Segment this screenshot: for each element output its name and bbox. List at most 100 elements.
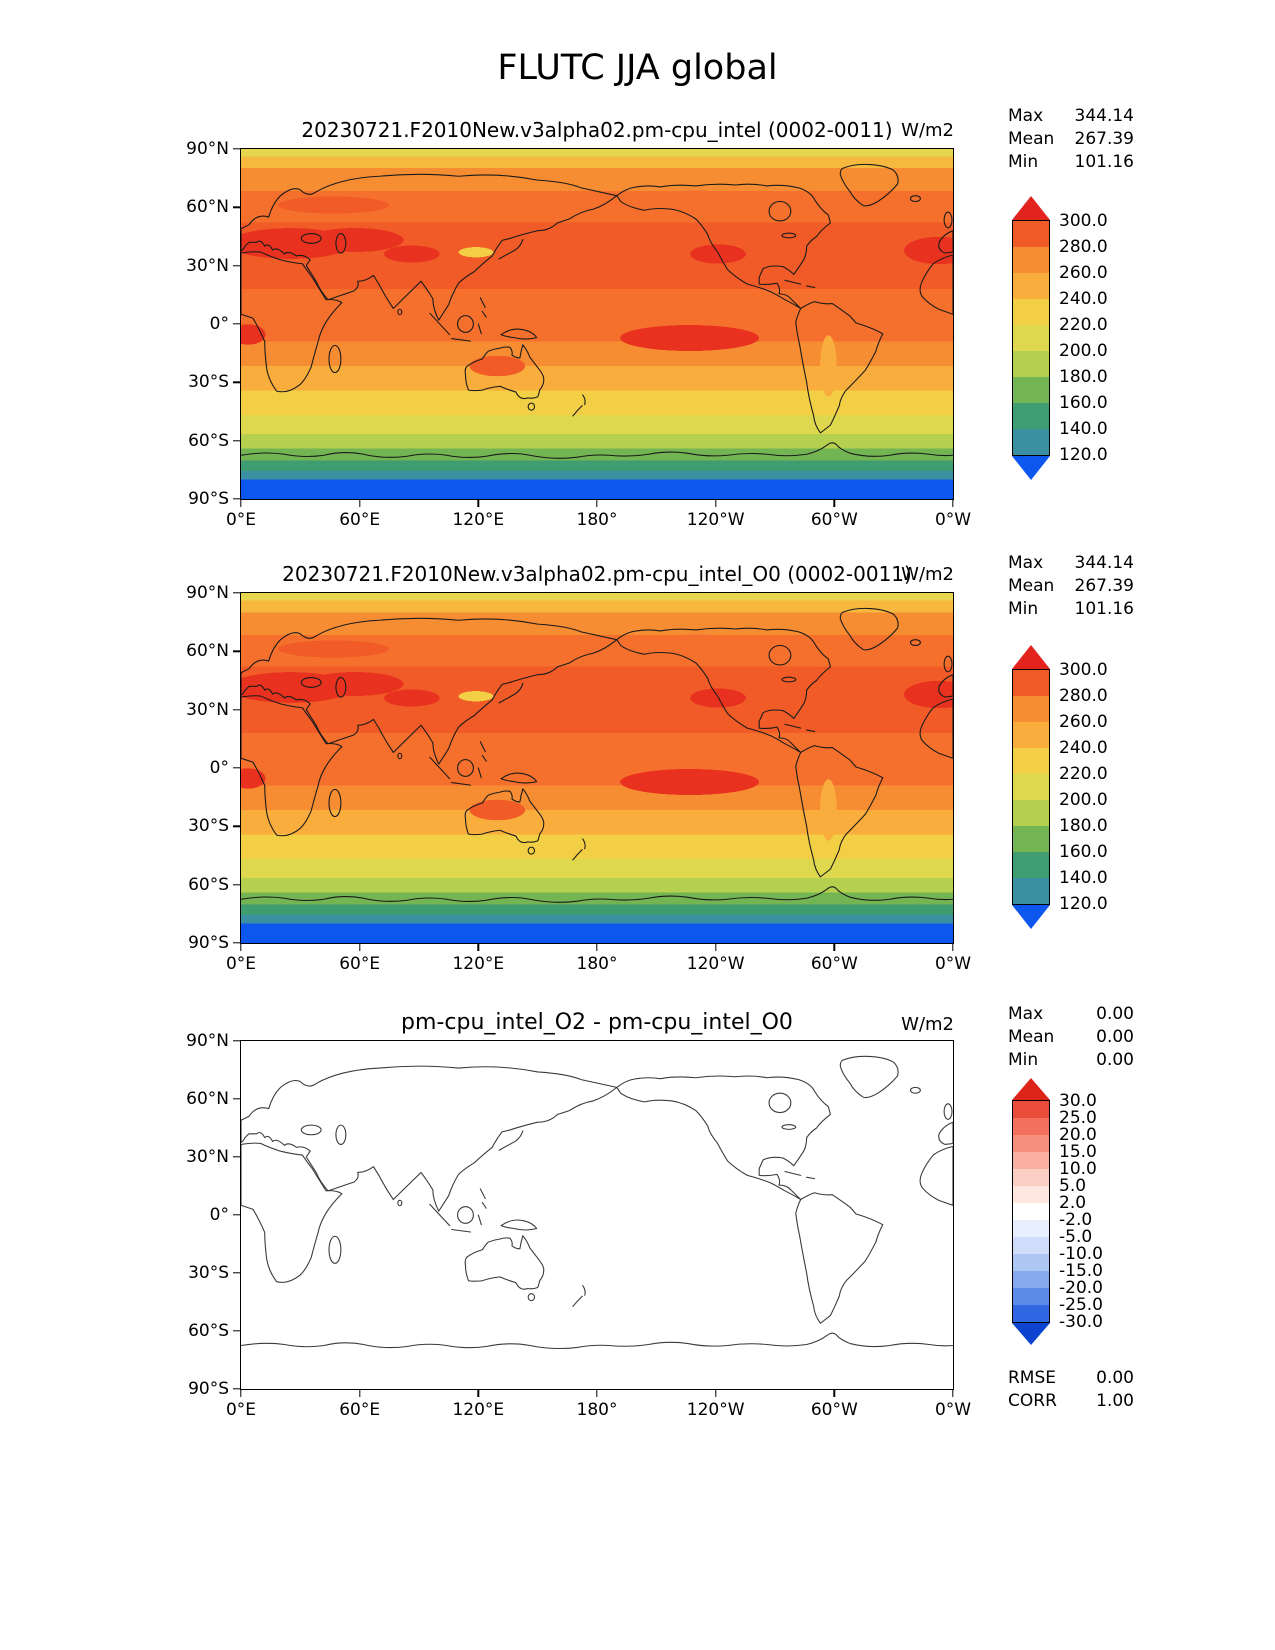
panel3-stat-mean: Mean 0.00 [1008,1027,1134,1047]
colorbar-tick-label: 160.0 [1059,393,1108,413]
panel1-stat-mean: Mean 267.39 [1008,129,1134,149]
stat-label: Max [1008,1004,1044,1024]
coastlines [241,163,953,459]
lat-tick-label: 60°N [186,641,229,662]
lon-tick-label: 0°E [225,510,257,530]
panel3-stat-max: Max 0.00 [1008,1004,1134,1024]
lon-tick-label: 0°W [934,510,972,530]
lat-tick-label: 90°S [188,489,229,509]
colorbar-segment [1013,351,1049,377]
lon-tick-mark [358,1390,361,1397]
colorbar-tick-label: 30.0 [1059,1091,1097,1111]
colorbar-segment [1013,1220,1049,1237]
lon-tick-label: 60°E [339,510,381,530]
panel2-stat-max: Max 344.14 [1008,553,1134,573]
panel3-title: pm-cpu_intel_O2 - pm-cpu_intel_O0 [401,1010,793,1035]
lon-tick-mark [714,1390,717,1397]
lat-tick-mark [233,1388,240,1390]
lat-tick-mark [233,1098,240,1100]
lon-tick-mark [952,944,954,951]
lat-tick-label: 60°S [188,1321,229,1341]
colorbar-segment [1013,403,1049,429]
coastlines [241,1055,953,1350]
colorbar-segment [1013,377,1049,403]
panel2-stat-mean: Mean 267.39 [1008,576,1134,596]
colorbar-panel2: 300.0 280.0 260.0 240.0 220.0 200.0 180.0 160.0… [1012,645,1108,929]
colorbar-tick-label: 180.0 [1059,816,1108,836]
colorbar-segment [1013,774,1049,800]
panel1-stat-min: Min 101.16 [1008,152,1134,172]
lon-tick-mark [596,500,598,507]
colorbar-tick-label: -10.0 [1059,1244,1103,1264]
colorbar-segment [1013,722,1049,748]
lat-tick-mark [233,650,240,653]
colorbar-tick-label: 10.0 [1059,1159,1097,1179]
colorbar-segment [1013,1118,1049,1135]
lon-tick-mark [477,944,480,951]
stat-label: Max [1008,553,1044,573]
lon-tick-label: 120°W [686,954,745,974]
colorbar-tick-label: -5.0 [1059,1227,1093,1247]
colorbar-segment [1013,273,1049,299]
panel1-stat-max: Max 344.14 [1008,106,1134,126]
lat-tick-label: 60°N [186,197,229,218]
colorbar-segment [1013,696,1049,722]
lat-tick-mark [233,1156,240,1158]
stat-value: 344.14 [1074,106,1134,126]
colorbar-body [1012,669,1050,905]
lon-tick-label: 0°W [934,954,972,974]
lat-tick-label: 30°S [188,816,229,837]
panel1-units: W/m2 [901,120,954,141]
lon-tick-mark [714,944,717,951]
colorbar-body [1012,220,1050,456]
lon-tick-mark [714,500,717,507]
lon-tick-label: 120°E [452,510,505,530]
stat-value: 344.14 [1074,553,1134,573]
stat-value: 267.39 [1074,576,1134,596]
stat-value: 101.16 [1074,152,1134,172]
lat-tick-label: 30°N [186,699,229,720]
lat-tick-mark [233,264,240,267]
stat-label: Min [1008,599,1039,619]
colorbar-segment [1013,670,1049,696]
colorbar-tick-label: 140.0 [1059,419,1108,439]
colorbar-segment [1013,221,1049,247]
map-panel1: 90°N 60°N 30°N 0° 30°S 60°S 90°S 0°E 60°E 120°E 18… [186,139,971,530]
stat-value: 0.00 [1096,1050,1134,1070]
stat-label: Max [1008,106,1044,126]
stat-value: 0.00 [1096,1004,1134,1024]
lat-tick-mark [233,708,240,711]
lon-tick-mark [240,1390,242,1397]
colorbar-tick-label: 5.0 [1059,1176,1087,1196]
lat-tick-mark [233,323,240,325]
colorbar-tick-label: 160.0 [1059,842,1108,862]
colorbar-segment [1013,1271,1049,1288]
colorbar-tick-label: 120.0 [1059,445,1108,465]
colorbar-tick-label: 220.0 [1059,764,1108,784]
colorbar-tick-label: -30.0 [1059,1312,1103,1332]
lat-tick-mark [233,1272,240,1274]
panel3-units: W/m2 [901,1014,954,1035]
colorbar-tick-label: 220.0 [1059,315,1108,335]
colorbar-panel3: 30.0 25.0 20.0 15.0 10.0 5.0 2.0 -2.0 -5.0 -10.0-… [1012,1078,1103,1345]
lat-tick-mark [233,592,240,594]
lat-tick-label: 0° [209,314,229,334]
stat-label: Min [1008,1050,1039,1070]
colorbar-tick-label: -2.0 [1059,1210,1093,1230]
colorbar-segment [1013,1237,1049,1254]
lat-tick-label: 0° [209,1205,229,1225]
lat-tick-mark [233,1040,240,1042]
colorbar-tick-label: 25.0 [1059,1108,1097,1128]
colorbar-segment [1013,1288,1049,1305]
panel3-stat-corr: CORR 1.00 [1008,1391,1134,1411]
colorbar-tick-label: 300.0 [1059,660,1108,680]
lat-tick-label: 60°S [188,430,229,451]
panel2-units: W/m2 [901,564,954,585]
colorbar-tick-label: 280.0 [1059,686,1108,706]
lon-tick-mark [833,500,836,507]
colorbar-segment [1013,1254,1049,1271]
stat-value: 0.00 [1096,1027,1134,1047]
lat-tick-mark [233,825,240,828]
colorbar-segment [1013,1135,1049,1152]
lat-tick-label: 60°S [188,874,229,895]
